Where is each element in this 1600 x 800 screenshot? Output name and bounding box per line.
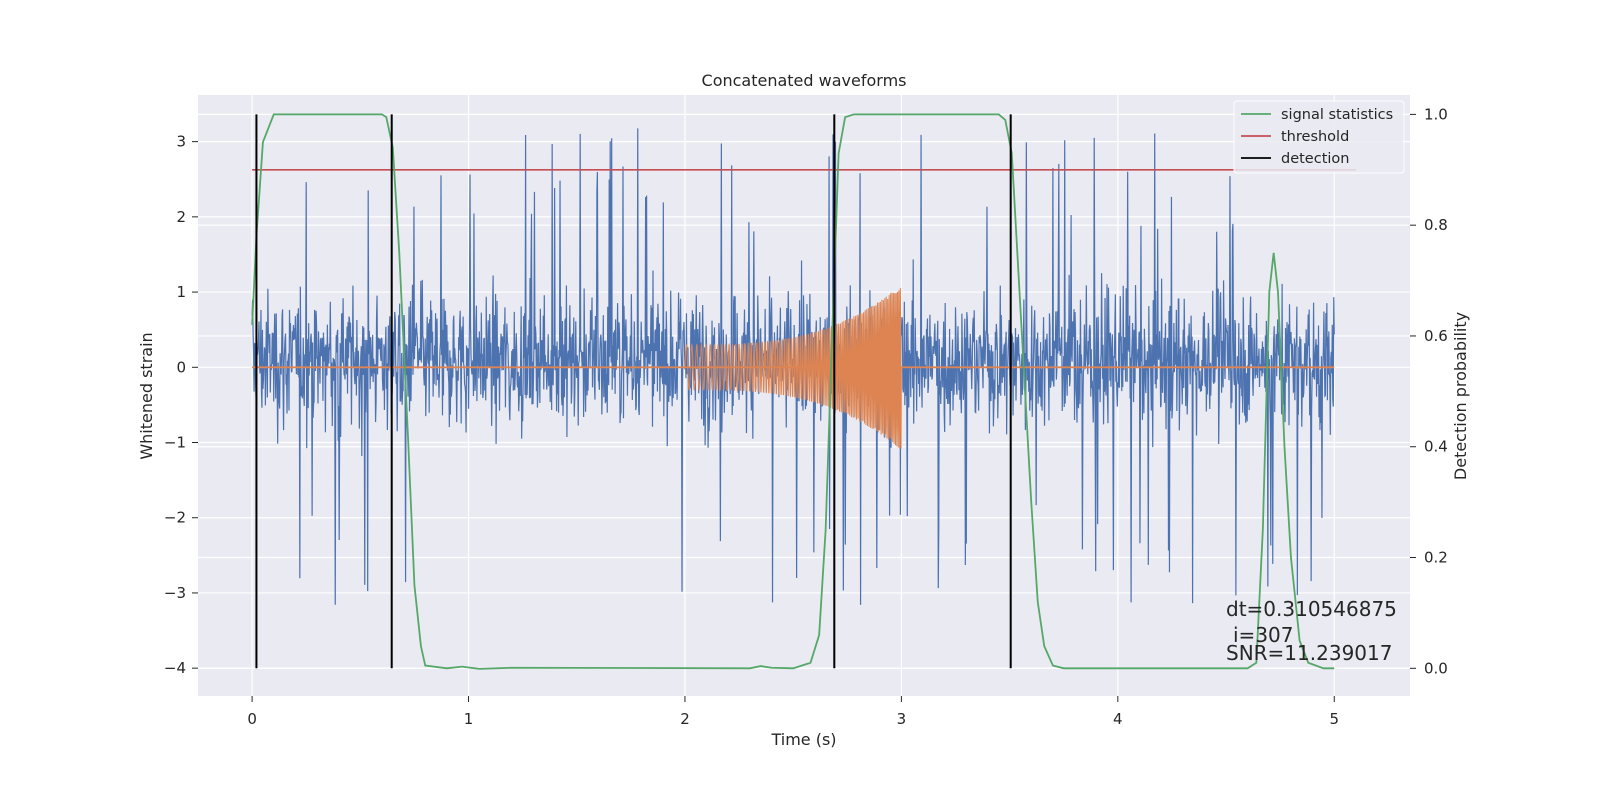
x-tick-label: 3 bbox=[897, 710, 907, 728]
chirp-line bbox=[684, 287, 902, 449]
axes-ticks: 0 1 2 3 4 5 3 2 1 0 −1 −2 −3 −4 1.0 0.8 0.6 0.4 0.2 0.0 bbox=[164, 105, 1448, 728]
annotation-snr: SNR=11.239017 bbox=[1226, 641, 1392, 665]
y-tick-label: −2 bbox=[164, 509, 186, 527]
signal-statistics-line bbox=[251, 113, 1335, 670]
x-axis-label: Time (s) bbox=[770, 730, 836, 749]
y-tick-label: 3 bbox=[176, 133, 186, 151]
y2-tick-label: 0.0 bbox=[1424, 659, 1448, 677]
legend-label-detection: detection bbox=[1281, 151, 1349, 167]
legend: signal statistics threshold detection bbox=[1233, 100, 1405, 174]
y2-tick-label: 0.8 bbox=[1424, 216, 1448, 234]
y-axis-label: Whitened strain bbox=[137, 332, 156, 459]
chart-title: Concatenated waveforms bbox=[702, 71, 907, 90]
x-tick-label: 4 bbox=[1113, 710, 1123, 728]
x-tick-label: 5 bbox=[1329, 710, 1339, 728]
annotation-i: i=307 bbox=[1233, 623, 1294, 647]
x-tick-label: 2 bbox=[680, 710, 690, 728]
legend-box bbox=[1233, 100, 1405, 174]
annotation-dt: dt=0.310546875 bbox=[1226, 597, 1397, 621]
x-tick-label: 1 bbox=[464, 710, 474, 728]
y-tick-label: 1 bbox=[176, 283, 186, 301]
y-tick-label: −1 bbox=[164, 434, 186, 452]
y-tick-label: −3 bbox=[164, 584, 186, 602]
y2-tick-label: 1.0 bbox=[1424, 105, 1448, 123]
y2-tick-label: 0.6 bbox=[1424, 327, 1448, 345]
y2-tick-label: 0.2 bbox=[1424, 549, 1448, 567]
y-tick-label: 2 bbox=[176, 208, 186, 226]
y-tick-label: 0 bbox=[176, 358, 186, 376]
x-tick-label: 0 bbox=[247, 710, 257, 728]
y2-tick-label: 0.4 bbox=[1424, 438, 1448, 456]
y2-axis-label: Detection probability bbox=[1451, 312, 1470, 480]
legend-label-signal-statistics: signal statistics bbox=[1281, 107, 1393, 123]
detection-lines bbox=[255, 114, 1012, 669]
y-tick-label: −4 bbox=[164, 659, 186, 677]
legend-label-threshold: threshold bbox=[1281, 129, 1349, 145]
